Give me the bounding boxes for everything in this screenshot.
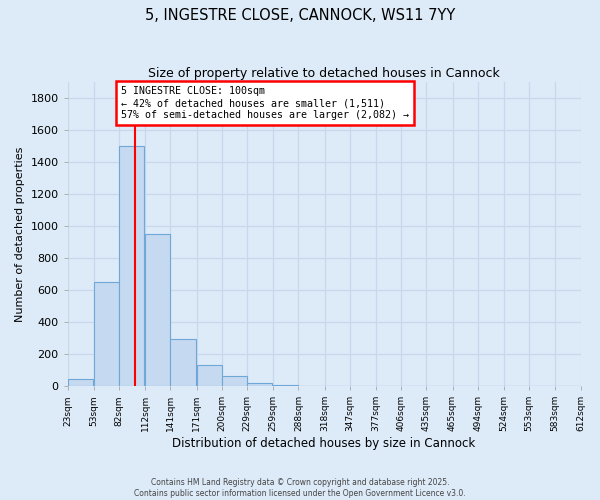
Bar [119,146,145,386]
Bar [197,365,222,386]
Bar [68,378,93,386]
Bar [94,282,119,386]
Bar [247,383,272,386]
X-axis label: Distribution of detached houses by size in Cannock: Distribution of detached houses by size … [172,437,476,450]
Bar [222,376,247,386]
Y-axis label: Number of detached properties: Number of detached properties [15,146,25,322]
Text: 5, INGESTRE CLOSE, CANNOCK, WS11 7YY: 5, INGESTRE CLOSE, CANNOCK, WS11 7YY [145,8,455,22]
Bar [273,385,298,386]
Text: 5 INGESTRE CLOSE: 100sqm
← 42% of detached houses are smaller (1,511)
57% of sem: 5 INGESTRE CLOSE: 100sqm ← 42% of detach… [121,86,409,120]
Title: Size of property relative to detached houses in Cannock: Size of property relative to detached ho… [148,68,500,80]
Text: Contains HM Land Registry data © Crown copyright and database right 2025.
Contai: Contains HM Land Registry data © Crown c… [134,478,466,498]
Bar [170,339,196,386]
Bar [145,234,170,386]
